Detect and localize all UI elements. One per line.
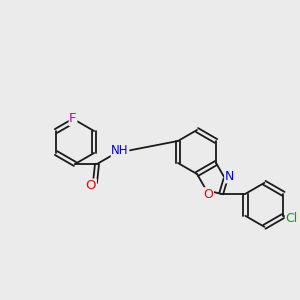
Text: Cl: Cl — [285, 212, 298, 225]
Text: NH: NH — [111, 145, 129, 158]
Text: F: F — [69, 112, 77, 125]
Text: N: N — [225, 170, 234, 183]
Text: O: O — [203, 188, 213, 201]
Text: O: O — [86, 179, 96, 192]
